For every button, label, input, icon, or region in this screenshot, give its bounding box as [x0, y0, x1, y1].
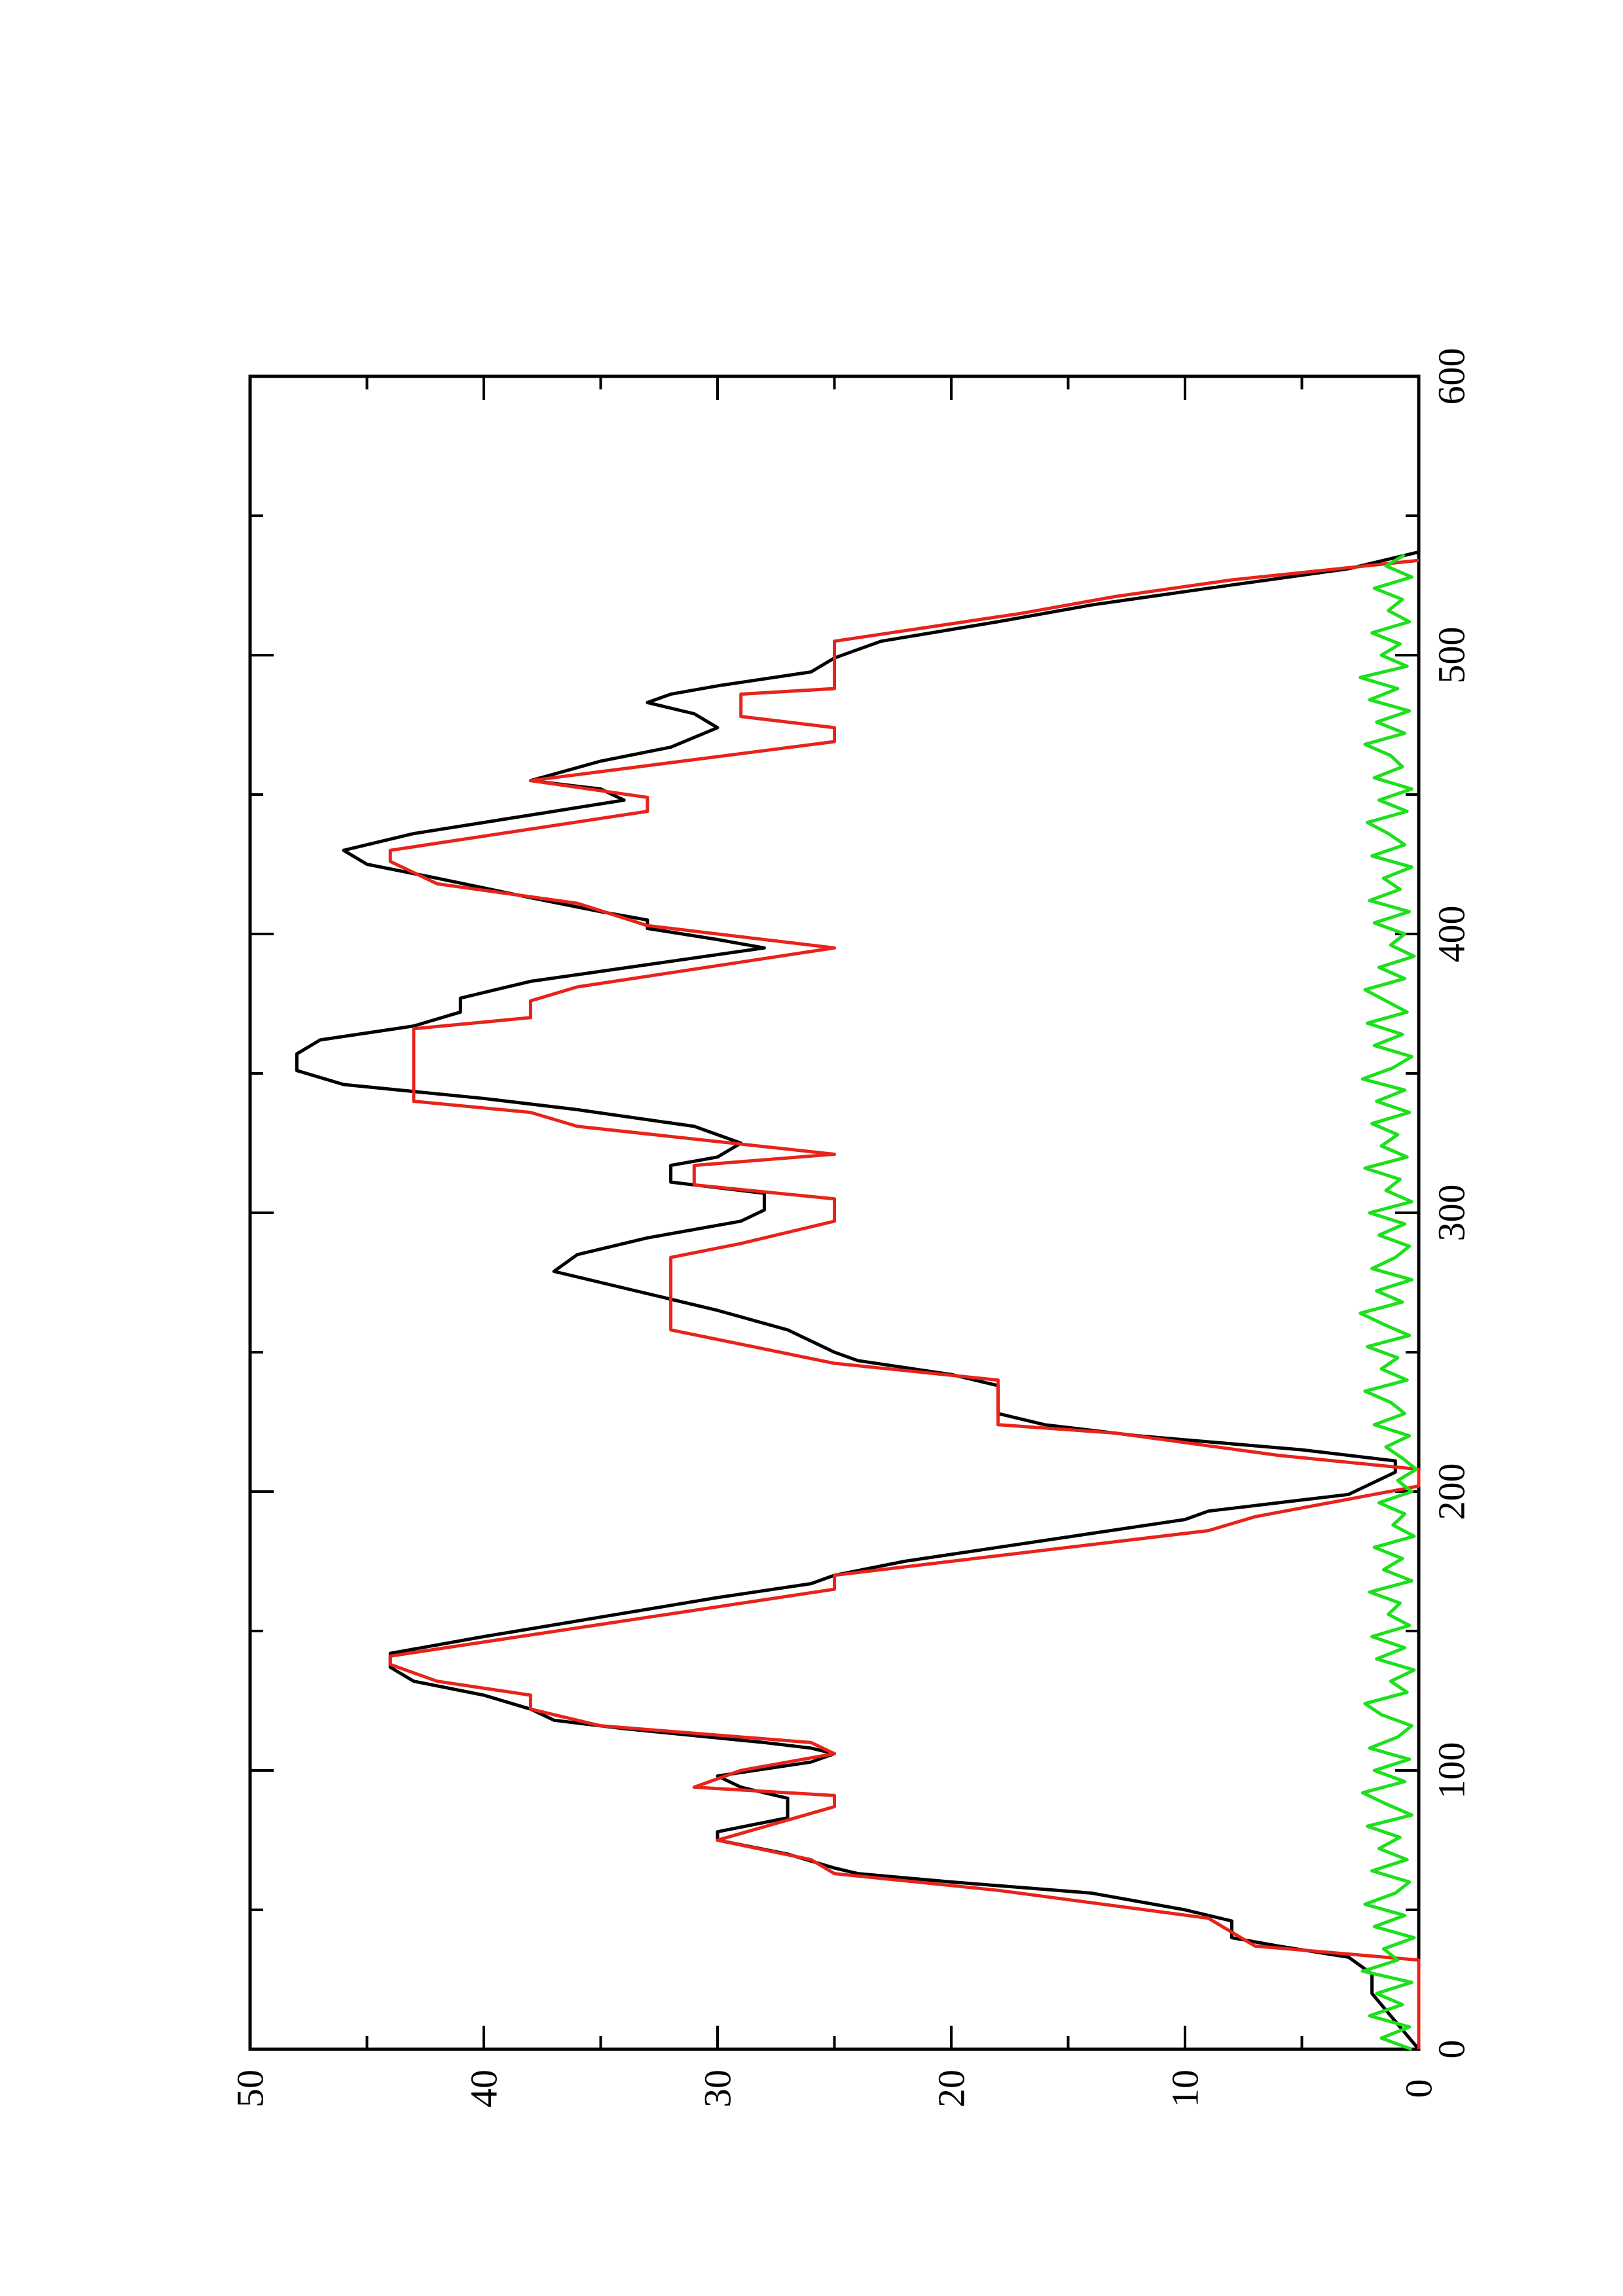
- x-tick-label: 200: [1431, 1463, 1473, 1520]
- x-tick-label: 0: [1431, 2040, 1473, 2059]
- series-line-black: [295, 550, 1420, 2051]
- y-tick-label: 30: [697, 2070, 739, 2108]
- series-layer: [295, 550, 1421, 2051]
- y-axis-ticks: 0 10 20 30 40 50: [229, 376, 1440, 2108]
- x-tick-label: 300: [1431, 1185, 1473, 1242]
- y-tick-label: 50: [229, 2070, 272, 2108]
- y-tick-label: 0: [1398, 2079, 1440, 2098]
- x-tick-label: 100: [1431, 1742, 1473, 1799]
- x-axis-ticks: 0 100 200 300 400 500 600: [250, 348, 1473, 2059]
- x-tick-label: 500: [1431, 627, 1473, 684]
- y-tick-label: 20: [930, 2070, 973, 2108]
- y-tick-label: 10: [1164, 2070, 1207, 2108]
- x-tick-label: 600: [1431, 348, 1473, 405]
- y-tick-label: 40: [463, 2070, 505, 2108]
- series-line-red: [388, 558, 1421, 2049]
- x-tick-label: 400: [1431, 906, 1473, 963]
- series-line-green: [1359, 553, 1418, 2051]
